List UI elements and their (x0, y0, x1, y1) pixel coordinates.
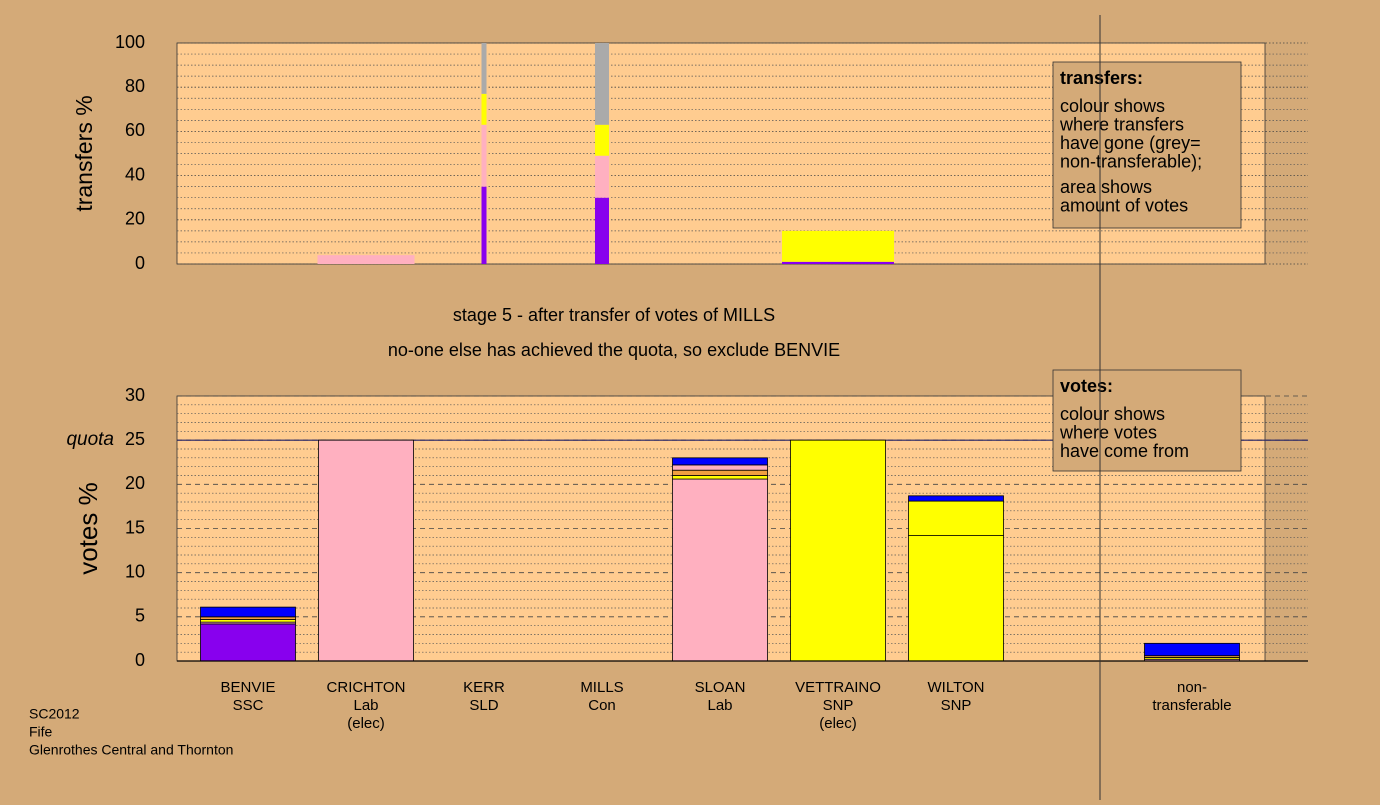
bar-segment (318, 439, 414, 662)
note-line: where transfers (1059, 114, 1184, 134)
bar-segment (200, 623, 296, 662)
y-tick-label: 5 (135, 606, 145, 626)
footer-line: SC2012 (29, 706, 80, 722)
chart-title: no-one else has achieved the quota, so e… (388, 340, 840, 360)
x-tick-label: VETTRAINO (795, 679, 881, 696)
bar-segment (908, 535, 1004, 662)
note-line: colour shows (1060, 404, 1165, 424)
chart-title: stage 5 - after transfer of votes of MIL… (453, 305, 775, 325)
y-tick-label: 0 (135, 650, 145, 670)
x-tick-label: WILTON (928, 679, 985, 696)
note-box (1052, 61, 1242, 229)
bar-segment (481, 93, 487, 125)
x-tick-label: KERR (463, 679, 505, 696)
y-axis-label: transfers % (71, 95, 97, 211)
bar-segment (317, 255, 415, 264)
bar-segment (790, 439, 886, 662)
bar-segment (481, 186, 487, 264)
x-tick-label: BENVIE (220, 679, 275, 696)
bar-segment (200, 606, 296, 618)
bar-segment (782, 230, 894, 262)
footer-line: Glenrothes Central and Thornton (29, 742, 233, 758)
bar-segment (908, 500, 1004, 536)
bar-segment (595, 124, 609, 156)
x-tick-label: SSC (233, 697, 264, 714)
y-tick-label: 40 (125, 164, 145, 184)
note-line: area shows (1060, 177, 1152, 197)
note-line: amount of votes (1060, 195, 1188, 215)
quota-label: quota (66, 429, 114, 450)
bar-segment (595, 155, 609, 198)
y-tick-label: 80 (125, 76, 145, 96)
x-tick-label: Lab (353, 697, 378, 714)
note-box (1052, 369, 1242, 472)
bar-segment (672, 457, 768, 466)
note-line: colour shows (1060, 96, 1165, 116)
x-tick-label: SNP (941, 697, 972, 714)
y-tick-label: 25 (125, 429, 145, 449)
note-title: votes: (1060, 376, 1113, 396)
x-tick-label: Lab (707, 697, 732, 714)
y-tick-label: 60 (125, 120, 145, 140)
bar-segment (595, 197, 609, 264)
y-axis-label: votes % (73, 482, 103, 575)
bar-segment (672, 475, 768, 480)
y-tick-label: 20 (125, 473, 145, 493)
x-tick-label: SLOAN (695, 679, 746, 696)
bar-segment (908, 495, 1004, 502)
x-tick-label: Con (588, 697, 616, 714)
note-line: where votes (1059, 422, 1157, 442)
y-tick-label: 15 (125, 517, 145, 537)
y-tick-label: 30 (125, 385, 145, 405)
y-tick-label: 0 (135, 253, 145, 273)
x-tick-label: MILLS (580, 679, 623, 696)
bar-segment (1144, 642, 1240, 657)
x-tick-label: SNP (823, 697, 854, 714)
bar-segment (481, 124, 487, 187)
x-tick-label: non- (1177, 679, 1207, 696)
y-tick-label: 100 (115, 32, 145, 52)
bar-segment (782, 261, 894, 264)
note-line: have come from (1060, 441, 1189, 461)
bar-segment (672, 464, 768, 471)
x-tick-label: transferable (1152, 697, 1231, 714)
x-tick-label: (elec) (347, 715, 385, 732)
bar-segment (672, 478, 768, 662)
bar-segment (595, 43, 609, 125)
x-tick-label: SLD (469, 697, 498, 714)
note-line: non-transferable); (1060, 151, 1202, 171)
note-line: have gone (grey= (1060, 133, 1201, 153)
y-tick-label: 10 (125, 561, 145, 581)
note-title: transfers: (1060, 68, 1143, 88)
footer-line: Fife (29, 724, 53, 740)
bar-segment (672, 469, 768, 476)
y-tick-label: 20 (125, 209, 145, 229)
x-tick-label: (elec) (819, 715, 857, 732)
x-tick-label: CRICHTON (327, 679, 406, 696)
bar-segment (481, 43, 487, 94)
